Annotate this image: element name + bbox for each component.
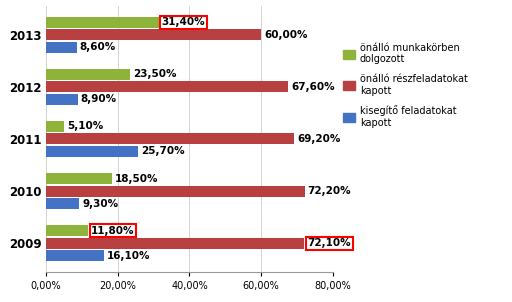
Bar <box>46 121 65 132</box>
Legend: önálló munkakörben
dolgozott, önálló részfeladatokat
kapott, kisegítő feladatoka: önálló munkakörben dolgozott, önálló rés… <box>344 43 468 128</box>
Text: 60,00%: 60,00% <box>264 30 308 40</box>
Bar <box>46 94 78 105</box>
Text: 16,10%: 16,10% <box>106 251 150 261</box>
Bar <box>46 42 77 53</box>
Bar <box>46 69 131 80</box>
Text: 5,10%: 5,10% <box>67 121 103 131</box>
Text: 67,60%: 67,60% <box>291 82 335 92</box>
Text: 9,30%: 9,30% <box>82 198 118 209</box>
Bar <box>46 173 113 184</box>
Bar <box>46 17 159 28</box>
Text: 72,10%: 72,10% <box>307 238 351 248</box>
Bar <box>46 133 294 144</box>
Bar <box>46 185 305 197</box>
Bar <box>46 238 305 249</box>
Text: 72,20%: 72,20% <box>308 186 351 196</box>
Text: 8,90%: 8,90% <box>81 94 117 104</box>
Text: 11,80%: 11,80% <box>91 226 135 236</box>
Text: 25,70%: 25,70% <box>141 146 185 156</box>
Text: 31,40%: 31,40% <box>161 17 205 27</box>
Text: 69,20%: 69,20% <box>297 134 340 144</box>
Bar <box>46 81 288 92</box>
Bar <box>46 198 79 209</box>
Bar <box>46 29 261 40</box>
Text: 8,60%: 8,60% <box>80 42 116 52</box>
Text: 23,50%: 23,50% <box>133 69 177 79</box>
Bar <box>46 146 138 157</box>
Bar <box>46 250 104 261</box>
Text: 18,50%: 18,50% <box>115 174 159 184</box>
Bar <box>46 225 89 236</box>
